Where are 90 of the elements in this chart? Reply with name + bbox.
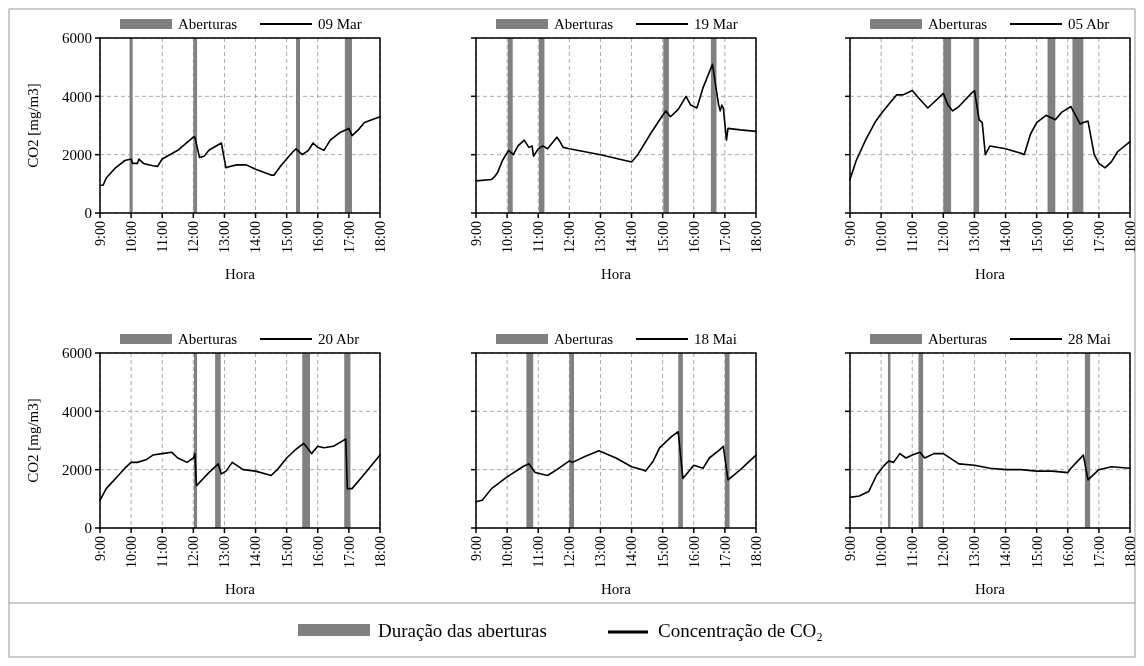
x-tick-label: 11:00	[905, 221, 921, 253]
x-tick-label: 13:00	[593, 536, 609, 568]
x-tick-label: 16:00	[1060, 221, 1076, 253]
y-tick-label: 6000	[62, 345, 92, 362]
y-tick-label: 2000	[62, 146, 92, 163]
x-tick-label: 18:00	[372, 536, 388, 568]
x-tick-label: 10:00	[124, 536, 140, 568]
x-tick-label: 11:00	[531, 221, 547, 253]
x-tick-label: 12:00	[936, 536, 952, 568]
y-axis-title: CO2 [mg/m3]	[25, 398, 41, 483]
x-tick-label: 18:00	[1122, 536, 1138, 568]
band-label: Aberturas	[178, 331, 238, 348]
x-tick-label: 12:00	[186, 536, 202, 568]
legend-label: Aberturas	[178, 16, 238, 33]
x-tick-label: 10:00	[874, 221, 890, 253]
legend-label: Aberturas	[554, 331, 614, 348]
legend-label: 09 Mar	[318, 16, 362, 33]
x-tick-label: 15:00	[655, 221, 671, 253]
y-tick-label: 0	[84, 205, 92, 222]
band-label: Aberturas	[928, 16, 988, 33]
x-tick-label: 9:00	[842, 221, 858, 246]
x-axis-title: Hora	[225, 266, 256, 282]
x-tick-label: 15:00	[655, 536, 671, 568]
x-tick-label: 10:00	[124, 221, 140, 253]
x-tick-label: 11:00	[905, 536, 921, 568]
x-tick-label: 11:00	[531, 536, 547, 568]
text: Duração das aberturas	[378, 619, 547, 641]
y-tick-label: 4000	[62, 88, 92, 105]
x-tick-label: 13:00	[217, 221, 233, 253]
x-tick-label: 12:00	[562, 221, 578, 253]
x-tick-label: 17:00	[717, 536, 733, 568]
x-tick-label: 14:00	[248, 221, 264, 253]
x-tick-label: 16:00	[686, 536, 702, 568]
x-tick-label: 14:00	[624, 536, 640, 568]
y-axis-title: CO2 [mg/m3]	[25, 83, 41, 168]
x-tick-label: 14:00	[998, 536, 1014, 568]
x-tick-label: 18:00	[748, 221, 764, 253]
y-tick-label: 6000	[62, 30, 92, 47]
x-axis-title: Hora	[975, 266, 1006, 282]
x-tick-label: 14:00	[998, 221, 1014, 253]
x-tick-label: 10:00	[500, 221, 516, 253]
x-tick-label: 14:00	[248, 536, 264, 568]
x-axis-title: Hora	[601, 266, 632, 282]
y-tick-label: 4000	[62, 403, 92, 420]
x-tick-label: 12:00	[936, 221, 952, 253]
x-tick-label: 15:00	[1029, 221, 1045, 253]
y-tick-label: 0	[84, 520, 92, 537]
x-tick-label: 14:00	[624, 221, 640, 253]
x-tick-label: 9:00	[92, 221, 108, 246]
x-tick-label: 9:00	[92, 536, 108, 561]
x-tick-label: 17:00	[341, 221, 357, 253]
x-tick-label: 16:00	[310, 221, 326, 253]
x-tick-label: 15:00	[1029, 536, 1045, 568]
x-tick-label: 11:00	[155, 221, 171, 253]
legend-label: Aberturas	[554, 16, 614, 33]
legend-label: 28 Mai	[1068, 331, 1111, 348]
x-tick-label: 18:00	[748, 536, 764, 568]
x-tick-label: 17:00	[1091, 536, 1107, 568]
legend-label: 05 Abr	[1068, 16, 1110, 33]
legend-label: 19 Mar	[694, 16, 738, 33]
x-tick-label: 17:00	[341, 536, 357, 568]
text: Concentração de CO₂	[658, 619, 823, 641]
x-tick-label: 9:00	[842, 536, 858, 561]
x-axis-title: Hora	[975, 581, 1006, 597]
x-tick-label: 18:00	[372, 221, 388, 253]
x-tick-label: 15:00	[279, 536, 295, 568]
legend-label: Aberturas	[928, 331, 988, 348]
x-tick-label: 17:00	[717, 221, 733, 253]
x-axis-title: Hora	[601, 581, 632, 597]
x-tick-label: 12:00	[186, 221, 202, 253]
x-tick-label: 9:00	[468, 221, 484, 246]
x-tick-label: 10:00	[874, 536, 890, 568]
legend-label: 20 Abr	[318, 331, 360, 348]
x-tick-label: 16:00	[310, 536, 326, 568]
y-tick-label: 2000	[62, 461, 92, 478]
x-axis-title: Hora	[225, 581, 256, 597]
x-tick-label: 16:00	[686, 221, 702, 253]
x-tick-label: 9:00	[468, 536, 484, 561]
x-tick-label: 11:00	[155, 536, 171, 568]
x-tick-label: 13:00	[217, 536, 233, 568]
x-tick-label: 17:00	[1091, 221, 1107, 253]
x-tick-label: 10:00	[500, 536, 516, 568]
x-tick-label: 13:00	[967, 536, 983, 568]
x-tick-label: 16:00	[1060, 536, 1076, 568]
x-tick-label: 13:00	[967, 221, 983, 253]
x-tick-label: 13:00	[593, 221, 609, 253]
x-tick-label: 15:00	[279, 221, 295, 253]
legend-label: 18 Mai	[694, 331, 737, 348]
x-tick-label: 18:00	[1122, 221, 1138, 253]
x-tick-label: 12:00	[562, 536, 578, 568]
